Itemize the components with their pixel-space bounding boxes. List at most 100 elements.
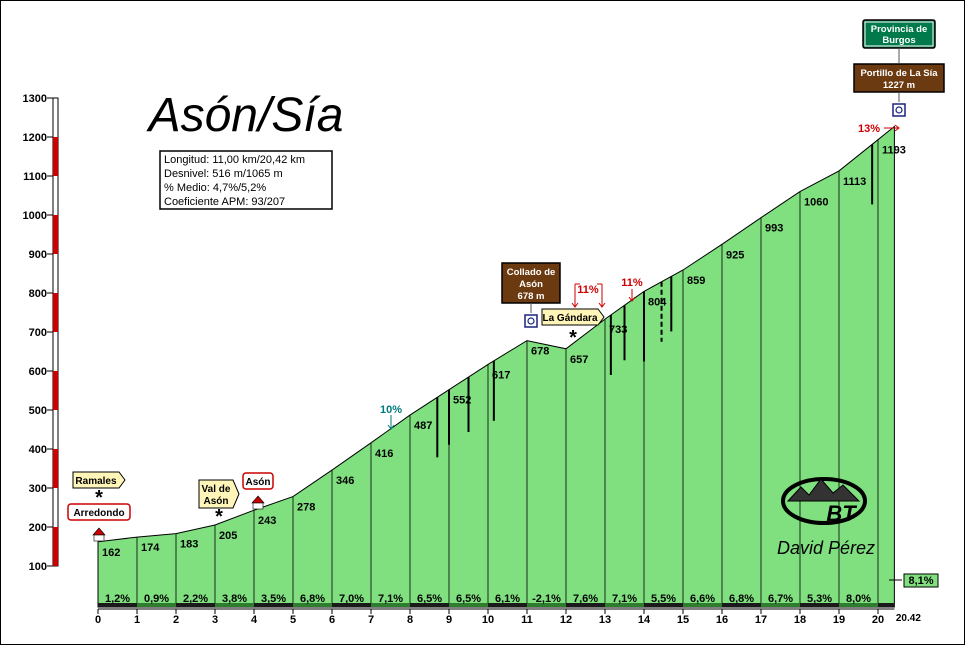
x-tick-label: 7 <box>368 614 374 626</box>
y-tick-label: 700 <box>29 327 47 339</box>
segment-gradient-labels: 1,2% 0,9% 2,2% 3,8% 3,5% 6,8% 7,0% 7,1% 6,5% 6,5%… <box>105 573 939 605</box>
place-sign: Val de <box>202 484 231 495</box>
y-tick-label: 900 <box>29 249 47 261</box>
altitude-label: 1060 <box>804 197 828 209</box>
pass-sign-text: Portillo de La Sía <box>860 68 938 79</box>
x-end-label: 20.42 <box>896 613 921 624</box>
y-tick-label: 100 <box>29 561 47 573</box>
segment-gradient-label: 3,8% <box>222 593 247 605</box>
base-bar-segment <box>254 603 293 607</box>
base-bar-segment <box>644 603 683 607</box>
summit-icon <box>892 103 906 117</box>
y-axis-band <box>53 137 58 176</box>
place-sign: Ramales <box>75 476 117 487</box>
x-tick-label: 6 <box>329 614 335 626</box>
base-bar-segment <box>98 603 137 607</box>
y-axis-band <box>53 293 58 332</box>
altitude-label: 1113 <box>843 176 866 188</box>
author-signature: David Pérez <box>777 538 875 558</box>
segment-gradient-label: 6,8% <box>300 593 325 605</box>
segment-gradient-label: 7,0% <box>339 593 364 605</box>
altitude-label: 205 <box>219 530 237 542</box>
x-tick-label: 19 <box>833 614 845 626</box>
bt-logo: BT David Pérez <box>777 477 875 558</box>
altitude-label: 678 <box>531 346 549 358</box>
y-tick-label: 800 <box>29 288 47 300</box>
logo-text: BT <box>826 501 857 526</box>
altitude-label: 993 <box>765 223 783 235</box>
y-tick-label: 500 <box>29 405 47 417</box>
pass-sign-text: 1227 m <box>883 80 915 91</box>
village-icon <box>92 527 106 536</box>
altitude-label: 657 <box>570 354 588 366</box>
altitude-label: 174 <box>141 542 160 554</box>
max-gradient-arrowhead <box>387 424 395 430</box>
base-bar-segment <box>527 603 566 607</box>
altitude-label: 487 <box>414 420 432 432</box>
chart-title: Asón/Sía <box>146 89 344 142</box>
altitude-label: 804 <box>648 296 667 308</box>
max-gradient-arrowhead <box>628 296 636 302</box>
y-axis-band <box>53 371 58 410</box>
x-tick-label: 13 <box>599 614 611 626</box>
y-axis-band <box>53 527 58 566</box>
altitude-label: 1193 <box>882 145 906 157</box>
y-tick-label: 200 <box>29 522 47 534</box>
stats-box: Longitud: 11,00 km/20,42 km Desnivel: 51… <box>159 150 333 210</box>
segment-gradient-label: -2,1% <box>532 593 561 605</box>
x-tick-label: 5 <box>290 614 296 626</box>
altitude-label: 162 <box>102 547 120 559</box>
altitude-label: 552 <box>453 395 471 407</box>
place-sign: La Gándara <box>542 313 597 324</box>
province-sign-text: Provincia de <box>871 24 928 35</box>
base-bar-segment <box>878 603 895 607</box>
x-tick-label: 18 <box>794 614 806 626</box>
segment-gradient-label: 6,7% <box>768 593 793 605</box>
junction-mark: * <box>215 506 223 528</box>
x-tick-label: 16 <box>716 614 728 626</box>
stats-line-average: % Medio: 4,7%/5,2% <box>164 182 266 194</box>
x-tick-label: 10 <box>482 614 494 626</box>
x-tick-label: 14 <box>638 614 651 626</box>
y-tick-label: 1200 <box>23 132 47 144</box>
pass-sign-text: Asón <box>519 279 543 290</box>
segment-gradient-label: 6,1% <box>495 593 520 605</box>
altitude-labels: 162 174 183 205 243 278 346 416 487 552 617 678 657 7… <box>102 145 906 559</box>
y-axis-band <box>53 449 58 488</box>
place-sign-frame <box>67 503 131 521</box>
segment-gradient-label: 1,2% <box>105 593 130 605</box>
x-tick-label: 3 <box>212 614 218 626</box>
village-icon <box>252 502 264 510</box>
place-sign-frame <box>198 479 240 509</box>
base-bar-segment <box>605 603 644 607</box>
base-bar-segment <box>449 603 488 607</box>
x-tick-label: 1 <box>134 614 140 626</box>
max-gradient-arrowhead <box>598 302 606 308</box>
altitude-label: 925 <box>726 249 744 261</box>
base-bar-segment <box>800 603 839 607</box>
max-gradient-label: 10% <box>380 404 402 416</box>
x-axis: 0 1 2 3 4 5 6 7 8 9 10 11 12 13 14 15 16 17 18 19 20 20.42 <box>95 608 921 626</box>
place-sign: Asón <box>246 477 271 488</box>
max-gradient-markers: 10% 11% 11% 13% <box>380 123 900 430</box>
max-gradient-arrowhead <box>894 124 900 132</box>
base-bar-segment <box>722 603 761 607</box>
altitude-label: 416 <box>375 448 393 460</box>
pass-sign-frame <box>853 63 945 93</box>
y-tick-label: 1000 <box>23 210 47 222</box>
steep-markers <box>436 144 874 458</box>
segment-gradient-label: 6,8% <box>729 593 754 605</box>
y-tick-label: 300 <box>29 483 47 495</box>
x-tick-label: 9 <box>446 614 452 626</box>
base-bar-segment <box>761 603 800 607</box>
village-icon <box>251 495 265 504</box>
place-sign-frame <box>242 472 274 490</box>
x-tick-label: 12 <box>560 614 572 626</box>
province-sign-text: Burgos <box>882 35 915 46</box>
max-gradient-label: 13% <box>858 123 880 135</box>
summit-icon <box>527 317 535 325</box>
segment-gradient-label: 8,0% <box>846 593 871 605</box>
segment-gradient-label: 7,1% <box>612 593 637 605</box>
